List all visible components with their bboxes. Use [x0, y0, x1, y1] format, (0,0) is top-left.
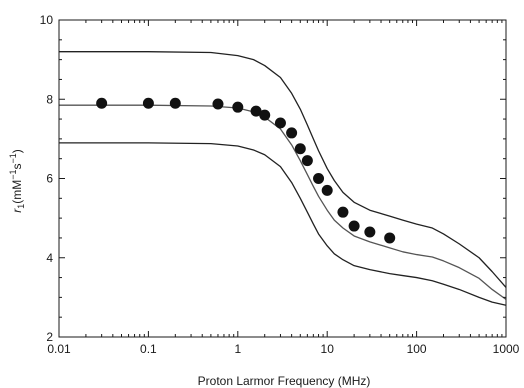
- curve-line-3: [59, 142, 507, 306]
- y-tick-label: 6: [46, 172, 53, 186]
- data-point-8: [274, 117, 286, 129]
- data-point-14: [337, 206, 349, 218]
- data-point-3: [169, 97, 181, 109]
- data-point-4: [212, 98, 224, 110]
- y-tick-label: 2: [46, 330, 53, 344]
- x-tick-label: 0.01: [47, 342, 71, 356]
- y-axis-label-units-open: (mM: [10, 180, 24, 204]
- data-point-9: [286, 127, 298, 139]
- data-point-17: [384, 232, 396, 244]
- data-point-12: [313, 173, 325, 184]
- y-axis-label-units-mid: s: [10, 163, 24, 169]
- data-point-11: [301, 155, 313, 167]
- y-axis-label-sub: 1: [16, 204, 26, 209]
- data-point-7: [259, 109, 271, 121]
- curve-line-1: [59, 51, 507, 288]
- data-point-6: [250, 105, 262, 117]
- x-tick-label: 1000: [493, 342, 520, 356]
- data-point-5: [232, 101, 244, 113]
- y-tick-label: 4: [46, 251, 53, 265]
- x-tick-label: 10: [321, 342, 335, 356]
- data-point-16: [364, 226, 376, 238]
- y-tick-label: 8: [46, 92, 53, 106]
- y-axis-label-exp1: −1: [8, 169, 18, 179]
- y-axis-label-base: r: [10, 208, 24, 213]
- plot-area: [59, 51, 507, 306]
- x-tick-label: 100: [407, 342, 427, 356]
- data-point-2: [142, 97, 154, 109]
- y-axis-label-exp2: −1: [8, 153, 18, 163]
- curve-line-2: [59, 104, 507, 300]
- x-tick-label: 0.1: [140, 342, 157, 356]
- x-tick-label: 1: [234, 342, 241, 356]
- data-point-13: [321, 184, 333, 196]
- x-axis-label: Proton Larmor Frequency (MHz): [198, 374, 371, 388]
- y-axis-label: r1(mM−1s−1): [8, 149, 26, 213]
- plot-frame: [58, 19, 507, 338]
- data-point-1: [96, 97, 108, 109]
- y-tick-label: 10: [40, 13, 54, 27]
- data-point-15: [348, 220, 360, 232]
- axes: 0.01 0.1 1 10 100 1000 2 4 6 8 10: [40, 13, 520, 356]
- data-point-10: [294, 143, 306, 155]
- y-axis-label-units-close: ): [10, 149, 24, 153]
